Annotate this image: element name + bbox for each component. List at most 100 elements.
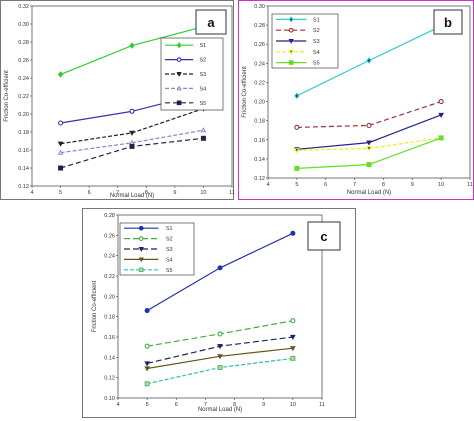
x-tick-label: 11	[467, 182, 473, 188]
legend-label: S5	[166, 268, 173, 274]
y-tick-label: 0.24	[254, 61, 265, 67]
legend-marker	[176, 57, 182, 62]
y-tick-label: 0.28	[254, 23, 265, 29]
data-point-s2	[438, 99, 444, 105]
data-point-s3	[129, 130, 135, 136]
y-tick-label: 0.22	[254, 80, 265, 86]
y-tick-label: 0.12	[18, 184, 29, 190]
y-axis-label: Friction Co-efficient	[242, 66, 248, 118]
data-point-s3	[438, 112, 444, 118]
legend-label: S4	[199, 86, 206, 92]
y-tick-label: 0.32	[18, 4, 29, 10]
y-tick-label: 0.18	[254, 119, 265, 125]
data-point-s5	[366, 162, 372, 168]
data-point-s5	[294, 165, 300, 171]
y-tick-label: 0.20	[104, 294, 115, 300]
panel-label-box	[307, 221, 341, 251]
y-tick-label: 0.16	[104, 335, 115, 341]
x-tick-label: 10	[200, 190, 206, 196]
panel-label: a	[207, 15, 215, 30]
data-point-s4	[144, 366, 150, 372]
y-tick-label: 0.18	[18, 130, 29, 136]
y-tick-label: 0.22	[104, 274, 115, 280]
legend-label: S3	[166, 247, 173, 253]
y-tick-label: 0.28	[18, 40, 29, 46]
data-point-s3	[57, 141, 64, 147]
data-point-s2	[290, 318, 296, 324]
y-tick-label: 0.16	[18, 148, 29, 154]
data-point-s5	[144, 381, 150, 387]
data-point-s1	[129, 42, 135, 49]
y-tick-label: 0.14	[254, 157, 265, 163]
y-tick-label: 0.26	[104, 233, 115, 239]
legend-label: S2	[313, 28, 320, 34]
x-tick-label: 9	[173, 190, 176, 196]
x-tick-label: 5	[59, 190, 62, 196]
legend-label: S5	[313, 61, 320, 67]
legend-marker	[288, 49, 294, 55]
data-point-s2	[294, 124, 300, 130]
x-tick-label: 7	[116, 190, 119, 196]
legend-label: S1	[199, 43, 206, 49]
plot-area	[267, 5, 471, 179]
y-tick-label: 0.14	[104, 355, 115, 361]
data-point-s5	[290, 355, 296, 361]
x-tick-label: 10	[438, 182, 444, 188]
legend-marker	[138, 257, 144, 263]
legend-label: S2	[199, 58, 206, 64]
y-tick-label: 0.20	[254, 100, 265, 106]
x-tick-label: 11	[319, 402, 325, 408]
x-tick-label: 9	[411, 182, 414, 188]
data-point-s5	[129, 143, 135, 149]
data-point-s2	[58, 120, 64, 126]
x-tick-label: 4	[116, 402, 119, 408]
legend-marker	[288, 60, 294, 65]
data-point-s4	[294, 148, 300, 154]
legend: S1 S2 S3 S4 S5	[271, 13, 339, 69]
x-axis-label: Normal Load (N)	[110, 193, 154, 199]
data-point-s1	[57, 71, 64, 78]
y-tick-label: 0.30	[18, 22, 29, 28]
y-tick-label: 0.26	[254, 42, 265, 48]
plot-area	[117, 214, 323, 399]
data-point-s5	[217, 365, 223, 370]
x-tick-label: 8	[233, 402, 236, 408]
data-point-s2	[129, 108, 135, 114]
legend-label: S3	[313, 39, 320, 45]
x-tick-label: 8	[145, 190, 148, 196]
x-tick-label: 5	[295, 182, 298, 188]
legend-marker	[176, 85, 182, 91]
x-tick-label: 9	[262, 402, 265, 408]
x-tick-label: 11	[229, 190, 235, 196]
legend-marker	[176, 72, 182, 77]
legend-marker	[138, 267, 144, 273]
data-point-s3	[366, 140, 372, 146]
data-point-s3	[217, 344, 223, 350]
y-axis-label: Friction Co-efficient	[92, 280, 98, 332]
y-tick-label: 0.30	[254, 4, 265, 10]
chart-panel-b: 0.12 0.14 0.16 0.18 0.20 0.22 0.24 0.26 0.28 0.30…	[238, 0, 474, 200]
x-tick-label: 10	[290, 402, 296, 408]
data-point-s2	[144, 343, 150, 349]
legend-marker	[176, 100, 182, 106]
legend-label: S3	[199, 72, 206, 78]
legend-marker	[138, 236, 144, 241]
legend: S1 S2 S3 S4 S5	[160, 37, 224, 111]
legend-label: S4	[166, 257, 173, 263]
x-tick-label: 8	[382, 182, 385, 188]
y-tick-label: 0.16	[254, 138, 265, 144]
y-tick-label: 0.26	[18, 58, 29, 64]
data-point-s2	[366, 122, 372, 128]
y-tick-label: 0.14	[18, 166, 29, 172]
x-tick-label: 6	[324, 182, 327, 188]
data-point-s5	[200, 135, 206, 141]
x-tick-label: 4	[266, 182, 269, 188]
data-point-s2	[217, 331, 223, 337]
y-tick-label: 0.28	[104, 213, 115, 219]
y-tick-label: 0.12	[104, 376, 115, 382]
data-point-s5	[438, 135, 444, 141]
chart-panel-a: 0.12 0.14 0.16 0.18 0.20 0.22 0.24 0.26 0.28 0.30…	[0, 0, 235, 200]
data-point-s1	[217, 265, 223, 271]
data-point-s4	[217, 354, 223, 360]
data-point-s5	[58, 165, 64, 171]
